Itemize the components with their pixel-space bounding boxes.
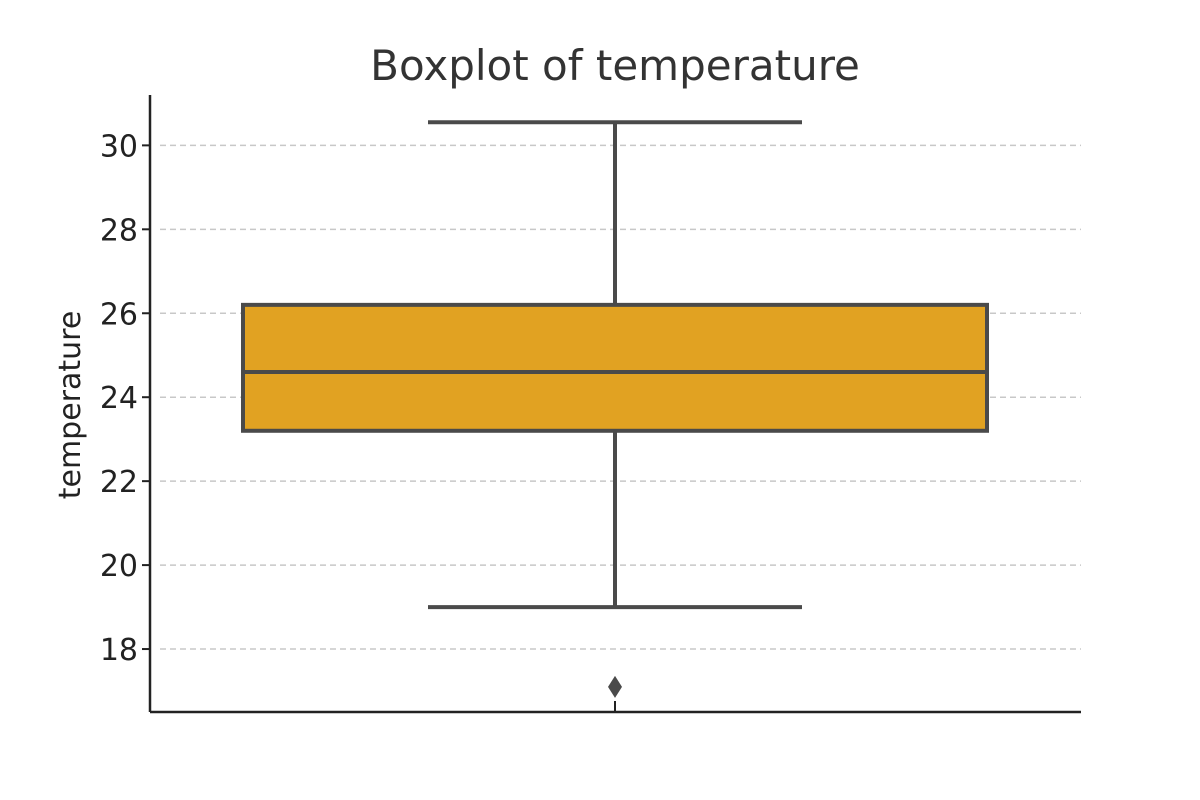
y-tick-label: 20 bbox=[100, 549, 138, 584]
y-tick-label: 24 bbox=[100, 381, 138, 416]
y-axis-ticks: 18 20 22 24 26 28 30 bbox=[100, 129, 150, 668]
y-tick-label: 22 bbox=[100, 465, 138, 500]
box-plot bbox=[241, 120, 989, 698]
outlier-point bbox=[608, 675, 622, 698]
chart-title: Boxplot of temperature bbox=[370, 41, 860, 90]
box-iqr bbox=[241, 302, 989, 433]
y-tick-label: 26 bbox=[100, 297, 138, 332]
y-tick-label: 28 bbox=[100, 213, 138, 248]
y-axis-label: temperature bbox=[53, 311, 88, 500]
y-tick-label: 18 bbox=[100, 633, 138, 668]
y-tick-label: 30 bbox=[100, 129, 138, 164]
axes bbox=[148, 95, 1081, 714]
